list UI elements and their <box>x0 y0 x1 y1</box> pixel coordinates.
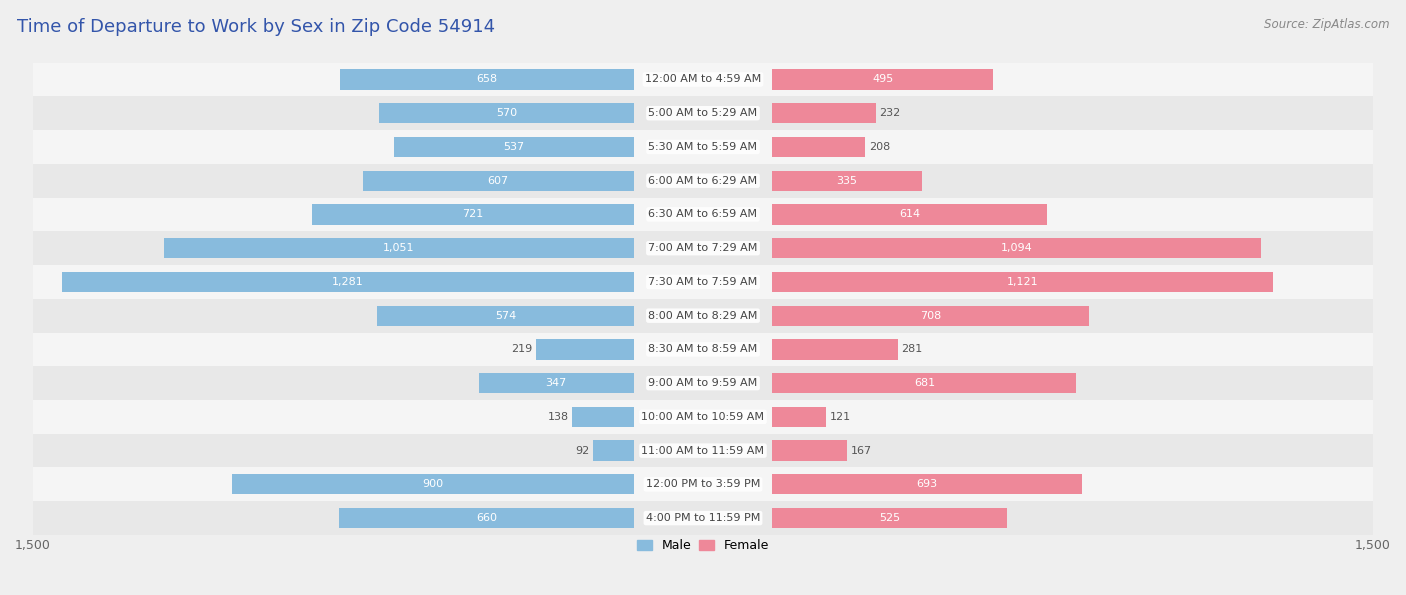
Bar <box>772 407 827 427</box>
Bar <box>32 468 1374 501</box>
Bar <box>772 440 846 461</box>
Text: 10:00 AM to 10:59 AM: 10:00 AM to 10:59 AM <box>641 412 765 422</box>
Text: 900: 900 <box>422 480 443 489</box>
Text: 721: 721 <box>463 209 484 220</box>
Bar <box>772 373 1077 393</box>
Bar <box>32 299 1374 333</box>
Text: 12:00 PM to 3:59 PM: 12:00 PM to 3:59 PM <box>645 480 761 489</box>
Bar <box>165 238 634 258</box>
Bar <box>32 333 1374 367</box>
Text: 1,094: 1,094 <box>1001 243 1032 253</box>
Bar <box>380 103 634 123</box>
Text: 6:00 AM to 6:29 AM: 6:00 AM to 6:29 AM <box>648 176 758 186</box>
Bar <box>772 204 1046 224</box>
Text: 614: 614 <box>898 209 920 220</box>
Text: 232: 232 <box>879 108 901 118</box>
Text: 1,051: 1,051 <box>384 243 415 253</box>
Bar <box>772 171 922 191</box>
Bar <box>32 400 1374 434</box>
Bar <box>32 164 1374 198</box>
Bar <box>772 70 994 90</box>
Bar <box>363 171 634 191</box>
Bar <box>377 305 634 326</box>
Bar <box>394 137 634 157</box>
Text: 335: 335 <box>837 176 858 186</box>
Bar <box>572 407 634 427</box>
Text: 681: 681 <box>914 378 935 388</box>
Bar <box>772 238 1261 258</box>
Bar <box>536 339 634 359</box>
Bar <box>772 474 1081 494</box>
Bar <box>772 103 876 123</box>
Text: Time of Departure to Work by Sex in Zip Code 54914: Time of Departure to Work by Sex in Zip … <box>17 18 495 36</box>
Bar <box>593 440 634 461</box>
Text: 5:30 AM to 5:59 AM: 5:30 AM to 5:59 AM <box>648 142 758 152</box>
Bar <box>772 305 1088 326</box>
Text: 281: 281 <box>901 345 922 355</box>
Bar <box>32 62 1374 96</box>
Text: 1,121: 1,121 <box>1007 277 1039 287</box>
Text: 570: 570 <box>496 108 517 118</box>
Bar <box>479 373 634 393</box>
Bar <box>312 204 634 224</box>
Text: 525: 525 <box>879 513 900 523</box>
Text: 495: 495 <box>872 74 893 84</box>
Bar <box>772 137 865 157</box>
Bar <box>772 508 1007 528</box>
Text: 658: 658 <box>477 74 498 84</box>
Text: 7:00 AM to 7:29 AM: 7:00 AM to 7:29 AM <box>648 243 758 253</box>
Text: 708: 708 <box>920 311 941 321</box>
Bar <box>32 96 1374 130</box>
Bar <box>232 474 634 494</box>
Text: 12:00 AM to 4:59 AM: 12:00 AM to 4:59 AM <box>645 74 761 84</box>
Bar <box>339 508 634 528</box>
Bar <box>32 265 1374 299</box>
Text: 347: 347 <box>546 378 567 388</box>
Bar <box>62 272 634 292</box>
Text: 8:30 AM to 8:59 AM: 8:30 AM to 8:59 AM <box>648 345 758 355</box>
Text: 1,281: 1,281 <box>332 277 364 287</box>
Text: 660: 660 <box>475 513 496 523</box>
Text: 8:00 AM to 8:29 AM: 8:00 AM to 8:29 AM <box>648 311 758 321</box>
Text: 607: 607 <box>488 176 509 186</box>
Text: 11:00 AM to 11:59 AM: 11:00 AM to 11:59 AM <box>641 446 765 456</box>
Text: 219: 219 <box>512 345 533 355</box>
Bar <box>32 231 1374 265</box>
Text: 167: 167 <box>851 446 872 456</box>
Text: 7:30 AM to 7:59 AM: 7:30 AM to 7:59 AM <box>648 277 758 287</box>
Text: 9:00 AM to 9:59 AM: 9:00 AM to 9:59 AM <box>648 378 758 388</box>
Bar <box>32 367 1374 400</box>
Bar <box>340 70 634 90</box>
Bar <box>772 272 1272 292</box>
Text: 138: 138 <box>547 412 568 422</box>
Text: 537: 537 <box>503 142 524 152</box>
Text: 5:00 AM to 5:29 AM: 5:00 AM to 5:29 AM <box>648 108 758 118</box>
Text: 92: 92 <box>575 446 589 456</box>
Text: 4:00 PM to 11:59 PM: 4:00 PM to 11:59 PM <box>645 513 761 523</box>
Bar <box>32 501 1374 535</box>
Text: 6:30 AM to 6:59 AM: 6:30 AM to 6:59 AM <box>648 209 758 220</box>
Text: 693: 693 <box>917 480 938 489</box>
Bar <box>32 434 1374 468</box>
Text: 208: 208 <box>869 142 890 152</box>
Bar <box>772 339 898 359</box>
Bar <box>32 198 1374 231</box>
Text: 121: 121 <box>830 412 851 422</box>
Text: Source: ZipAtlas.com: Source: ZipAtlas.com <box>1264 18 1389 31</box>
Legend: Male, Female: Male, Female <box>631 534 775 557</box>
Text: 574: 574 <box>495 311 516 321</box>
Bar <box>32 130 1374 164</box>
